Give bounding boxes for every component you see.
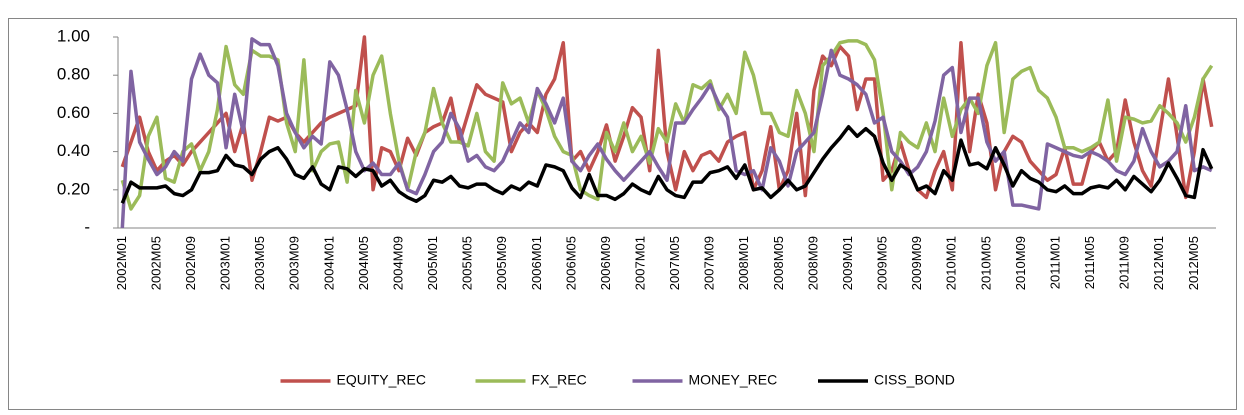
y-tick-label: 0.80 xyxy=(57,65,90,84)
x-tick-label: 2009M09 xyxy=(909,236,924,290)
x-tick-label: 2012M01 xyxy=(1151,236,1166,290)
x-tick-label: 2002M09 xyxy=(183,236,198,290)
x-tick-label: 2005M05 xyxy=(460,236,475,290)
y-tick-label: 0.20 xyxy=(57,179,90,198)
y-tick-label: 0.40 xyxy=(57,141,90,160)
x-tick-label: 2003M09 xyxy=(287,236,302,290)
x-tick-label: 2011M05 xyxy=(1082,236,1097,289)
y-tick-label: 1.00 xyxy=(57,26,90,45)
x-tick-label: 2006M09 xyxy=(598,236,613,290)
x-tick-label: 2012M05 xyxy=(1186,236,1201,290)
x-tick-label: 2002M05 xyxy=(148,236,163,290)
chart-border xyxy=(8,18,1237,410)
legend-label: FX_REC xyxy=(532,372,587,388)
x-tick-label: 2009M05 xyxy=(875,236,890,290)
x-tick-label: 2010M05 xyxy=(978,236,993,290)
x-tick-label: 2008M01 xyxy=(736,236,751,290)
legend-label: MONEY_REC xyxy=(689,372,778,388)
x-tick-label: 2004M01 xyxy=(321,236,336,290)
x-tick-label: 2011M09 xyxy=(1117,236,1132,289)
x-tick-label: 2010M09 xyxy=(1013,236,1028,290)
x-tick-label: 2004M09 xyxy=(390,236,405,290)
x-tick-label: 2003M05 xyxy=(252,236,267,290)
series-line xyxy=(120,39,1214,211)
x-tick-label: 2007M09 xyxy=(702,236,717,290)
x-tick-label: 2011M01 xyxy=(1047,236,1062,289)
x-tick-label: 2010M01 xyxy=(944,236,959,290)
series-line xyxy=(120,35,1214,200)
x-tick-label: 2007M01 xyxy=(633,236,648,290)
x-tick-label: 2009M01 xyxy=(840,236,855,290)
x-tick-label: 2008M05 xyxy=(771,236,786,290)
series-line xyxy=(120,37,1213,229)
x-tick-label: 2004M05 xyxy=(356,236,371,290)
series-line xyxy=(120,125,1214,204)
y-tick-label: 0.60 xyxy=(57,103,90,122)
x-tick-label: 2006M05 xyxy=(563,236,578,290)
legend-label: EQUITY_REC xyxy=(337,372,426,388)
legend-label: CISS_BOND xyxy=(874,372,955,388)
x-tick-label: 2007M05 xyxy=(667,236,682,290)
x-tick-label: 2003M01 xyxy=(218,236,233,290)
x-tick-label: 2005M01 xyxy=(425,236,440,290)
x-tick-label: 2005M09 xyxy=(494,236,509,290)
x-tick-label: 2002M01 xyxy=(114,236,129,290)
x-tick-label: 2008M09 xyxy=(805,236,820,290)
x-tick-label: 2006M01 xyxy=(529,236,544,290)
y-tick-label: - xyxy=(84,217,90,236)
